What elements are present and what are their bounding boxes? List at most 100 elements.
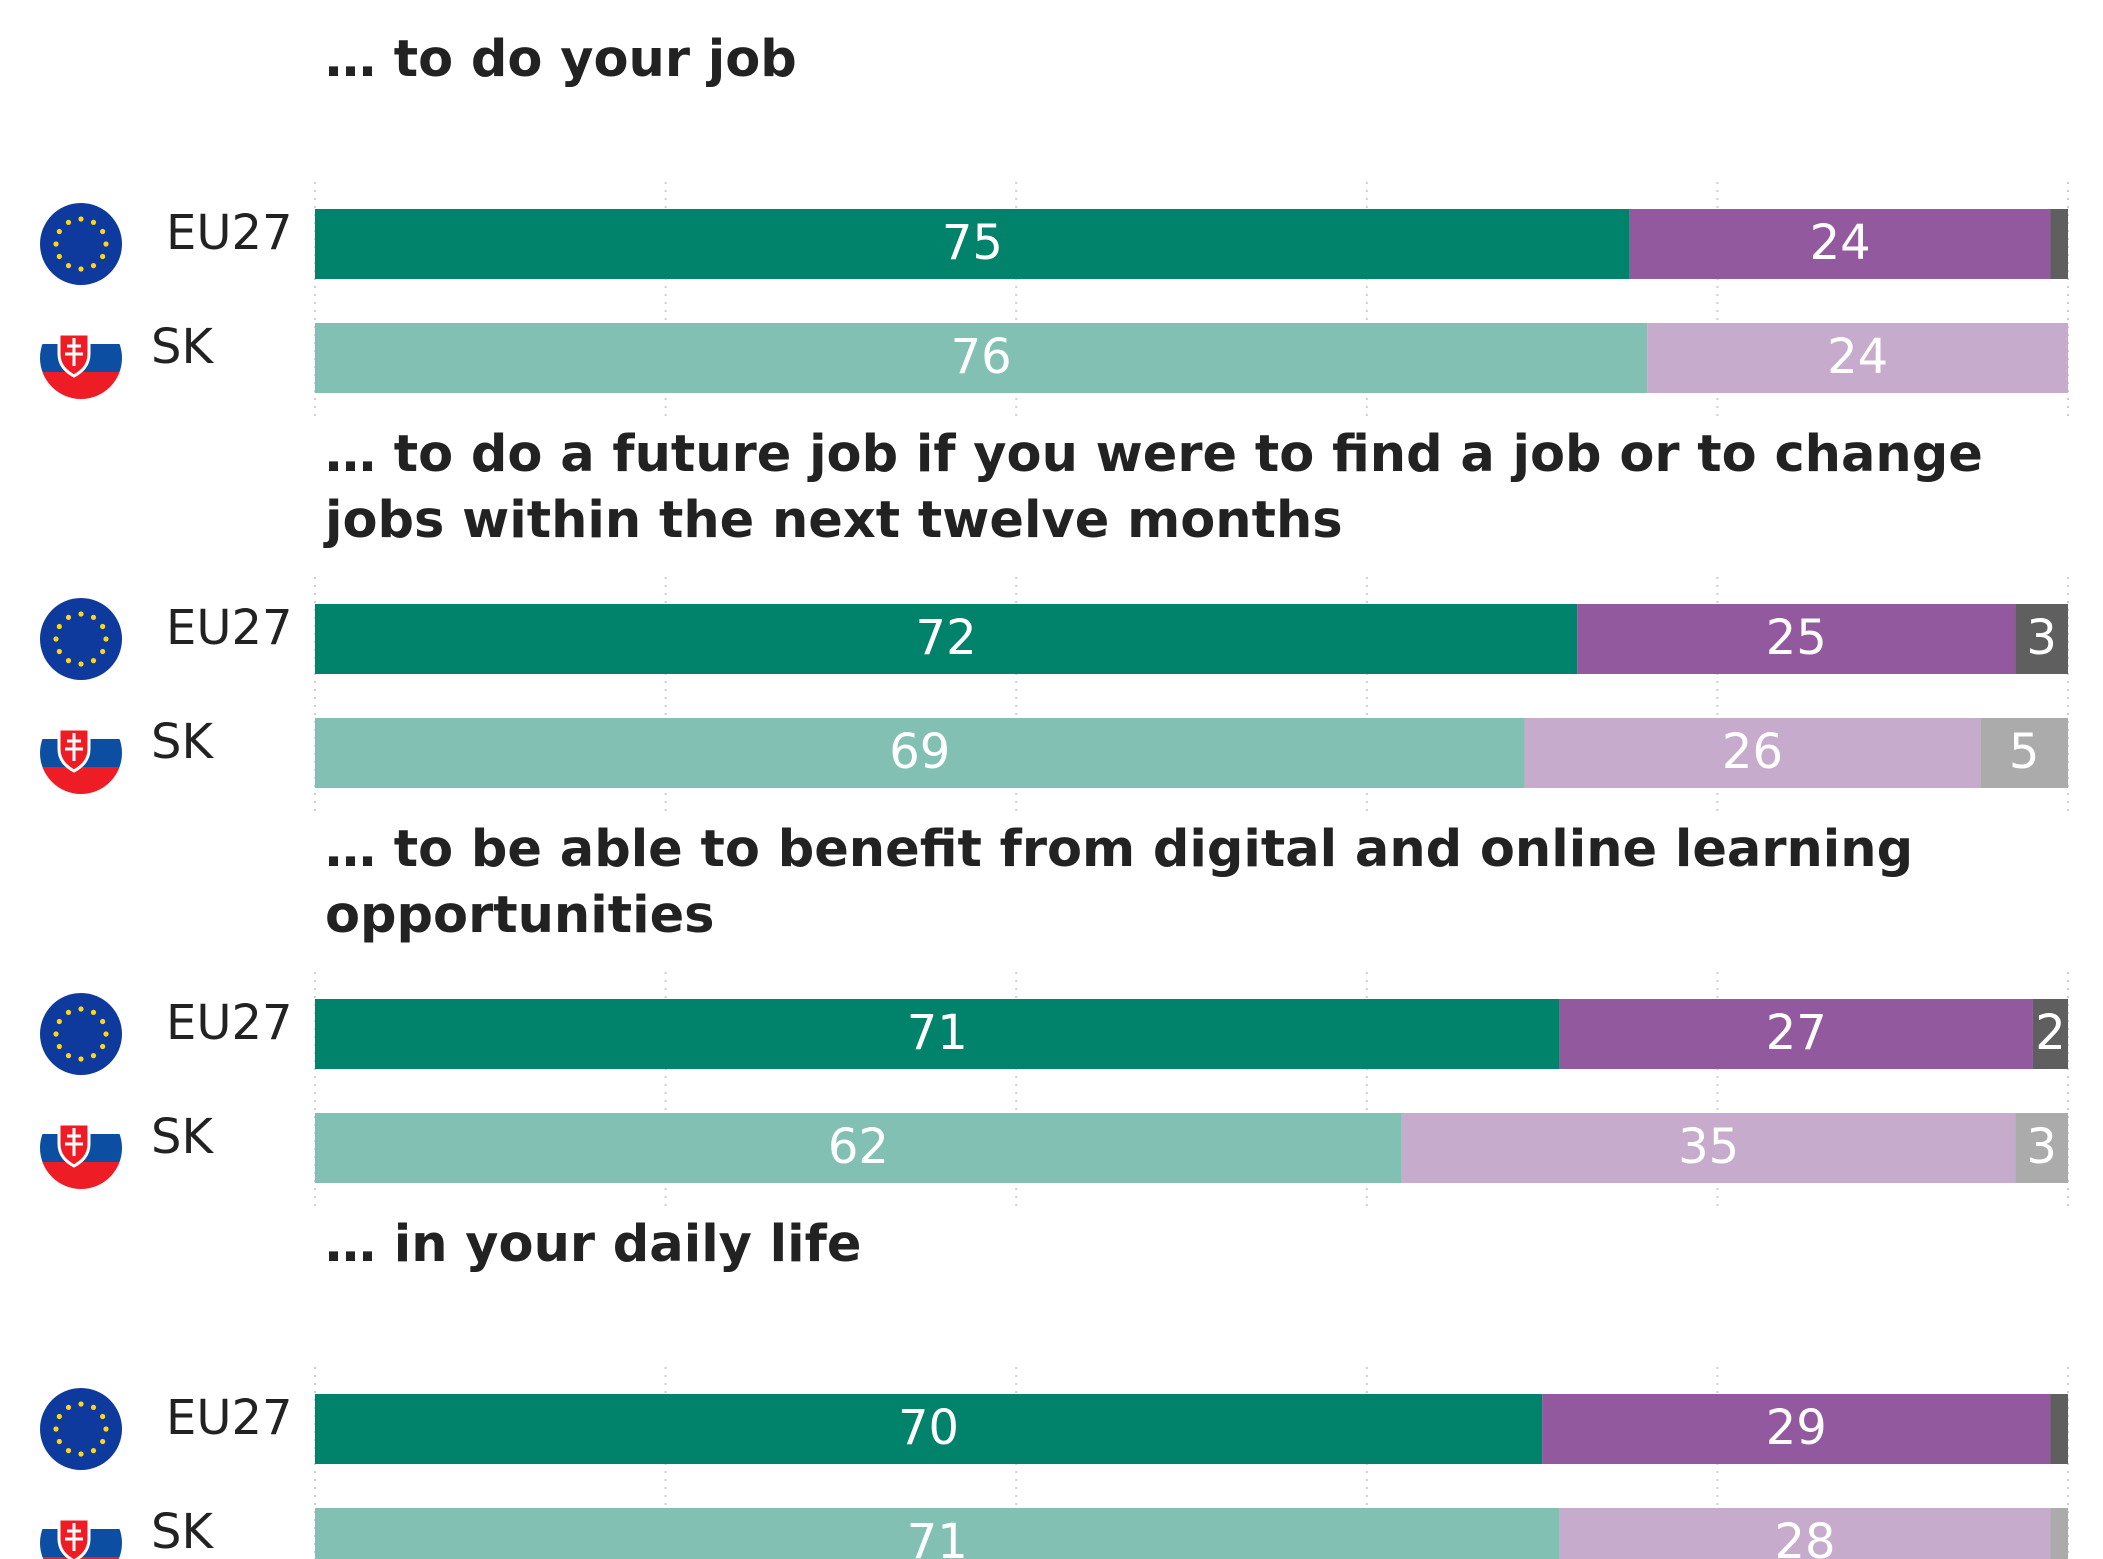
flag-star [90,1009,97,1015]
bar-segment [315,323,1648,393]
flag-star [103,241,109,247]
row-label: SK [151,319,214,375]
group-title: … to do a future job if you were to find… [325,425,1983,484]
value-label: 76 [951,329,1012,385]
group-title: … to do your job [325,30,797,89]
cross [65,1128,83,1156]
flag-star [78,216,84,222]
flag-star [65,1404,72,1410]
bar-segment [315,1113,1402,1183]
bar-segment [1559,999,2033,1069]
value-label: 35 [1678,1119,1739,1175]
flag-star [65,263,72,269]
value-label: 26 [1722,724,1783,780]
bar-segment [1542,1394,2051,1464]
bar-segment [1980,718,2068,788]
flag-star [78,266,84,272]
flag-star [100,1018,106,1025]
flag-eu [40,203,122,285]
row-label: EU27 [166,1390,293,1446]
bar-segment [1577,604,2016,674]
value-label: 75 [942,215,1003,271]
value-label: 29 [1766,1400,1827,1456]
bar-segment [2032,999,2068,1069]
flag-star [100,648,106,655]
value-label: 69 [889,724,950,780]
cross [65,338,83,366]
row-label: SK [151,714,214,770]
bar-segment [2050,1508,2068,1559]
value-label: 2 [2035,1005,2066,1061]
bar-segment [2050,1394,2068,1464]
group-title: … in your daily life [325,1215,861,1274]
value-label: 5 [2009,724,2040,780]
row-label: SK [151,1504,214,1559]
value-label: 27 [1766,1005,1827,1061]
flag-star [65,658,72,664]
flag-star [90,263,97,269]
bar-segment [2015,604,2068,674]
flag-star [103,1426,109,1432]
bar-segment [1524,718,1981,788]
flag-star [65,1009,72,1015]
group-title: … to be able to benefit from digital and… [325,820,1913,879]
flag-star [53,1031,59,1037]
bar-segment [2050,209,2068,279]
flag-star [56,1413,62,1420]
flag-star [56,1018,62,1025]
flag-star [56,1043,62,1050]
value-label: 62 [828,1119,889,1175]
flag-star [90,614,97,620]
flag-star [78,1006,84,1012]
cross [65,1523,83,1551]
bar-segment [1559,1508,2051,1559]
flag-star [100,1413,106,1420]
row-label: EU27 [166,600,293,656]
value-label: 3 [2026,610,2057,666]
row-label: SK [151,1109,214,1165]
value-label: 71 [907,1514,968,1559]
bar-segment [1647,323,2068,393]
flag-star [65,614,72,620]
flag-star [53,1426,59,1432]
flag-star [56,228,62,235]
flag-star [100,253,106,260]
bar-segment [315,999,1560,1069]
flag-star [56,648,62,655]
bar-segment [315,209,1630,279]
flag-star [100,228,106,235]
flag-star [65,1448,72,1454]
flag-star [90,219,97,225]
flag-star [90,1448,97,1454]
value-label: 24 [1827,329,1888,385]
flag-eu [40,598,122,680]
value-label: 70 [898,1400,959,1456]
flag-star [78,611,84,617]
flag-star [90,1404,97,1410]
bar-segment [2015,1113,2068,1183]
group-title: opportunities [325,886,715,945]
flag-star [78,661,84,667]
flag-star [103,636,109,642]
group-title: jobs within the next twelve months [323,491,1343,550]
bar-segment [315,718,1525,788]
flag-star [56,1438,62,1445]
flag-eu [40,993,122,1075]
flag-star [53,241,59,247]
value-label: 24 [1810,215,1871,271]
flag-star [90,658,97,664]
row-label: EU27 [166,995,293,1051]
flag-star [78,1451,84,1457]
flag-star [100,1043,106,1050]
flag-star [78,1056,84,1062]
row-label: EU27 [166,205,293,261]
flag-star [103,1031,109,1037]
flag-star [90,1053,97,1059]
flag-star [53,636,59,642]
flag-star [65,1053,72,1059]
value-label: 72 [916,610,977,666]
flag-star [78,1401,84,1407]
value-label: 28 [1775,1514,1836,1559]
cross [65,733,83,761]
